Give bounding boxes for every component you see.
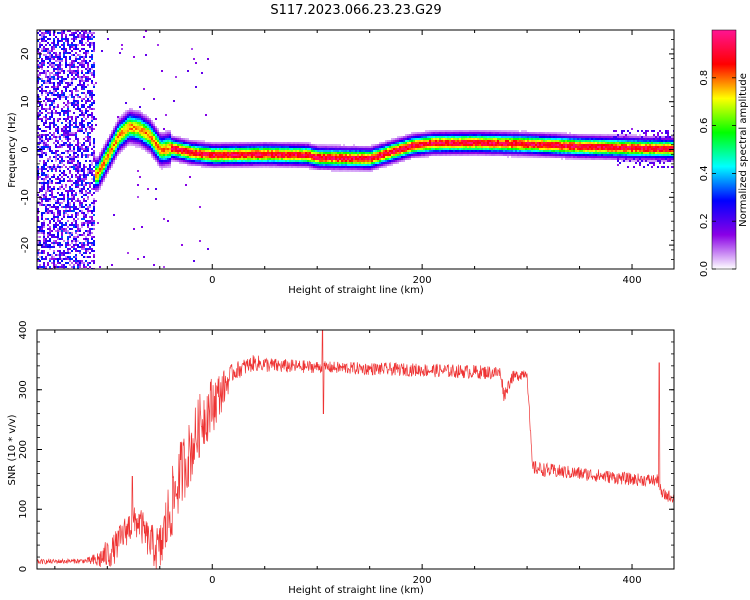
y-tick-label: -10 — [20, 189, 31, 205]
spectrogram-ticks: 0 200 400 -20 -10 0 10 20 — [20, 29, 674, 286]
y-tick-label: 10 — [20, 95, 31, 108]
colorbar: 0.0 0.2 0.4 0.6 0.8 Normalized spectral ampl… — [699, 29, 749, 277]
x-tick-label: 0 — [209, 275, 215, 286]
spectrogram-image — [37, 30, 674, 269]
x-tick-label: 200 — [413, 275, 432, 286]
x-tick-label: 400 — [622, 575, 641, 586]
figure-title: S117.2023.066.23.23.G29 — [270, 3, 441, 18]
y-tick-label: 400 — [18, 320, 29, 339]
colorbar-ticks: 0.0 0.2 0.4 0.6 0.8 — [699, 70, 736, 277]
colorbar-tick-label: 0.8 — [699, 70, 710, 86]
colorbar-gradient — [712, 30, 736, 269]
y-tick-label: 20 — [20, 48, 31, 61]
colorbar-tick-label: 0.0 — [699, 261, 710, 277]
snr-series-line — [37, 330, 674, 569]
snr-ticks: 0 200 400 0 100 200 300 400 — [18, 320, 674, 586]
y-tick-label: 0 — [18, 566, 29, 572]
y-tick-label: 200 — [18, 440, 29, 459]
colorbar-tick-label: 0.2 — [699, 213, 710, 229]
colorbar-tick-label: 0.4 — [699, 165, 710, 181]
snr-panel: 0 200 400 0 100 200 300 400 Height of straight … — [7, 320, 675, 596]
y-tick-label: 100 — [18, 500, 29, 519]
spectrogram-ylabel: Frequency (Hz) — [7, 112, 18, 188]
y-tick-label: 0 — [20, 146, 31, 152]
colorbar-label: Normalized spectral amplitude — [738, 73, 749, 227]
x-tick-label: 400 — [622, 275, 641, 286]
snr-xlabel: Height of straight line (km) — [288, 585, 424, 596]
colorbar-frame — [711, 29, 737, 270]
snr-frame — [36, 329, 675, 570]
x-tick-label: 200 — [413, 575, 432, 586]
y-tick-label: -20 — [20, 237, 31, 253]
colorbar-tick-label: 0.6 — [699, 118, 710, 134]
y-tick-label: 300 — [18, 380, 29, 399]
spectrogram-panel: 0 200 400 -20 -10 0 10 20 Height of straight li… — [7, 29, 675, 296]
spectrogram-xlabel: Height of straight line (km) — [288, 285, 424, 296]
snr-ylabel: SNR (10 * v/v) — [7, 414, 18, 485]
x-tick-label: 0 — [209, 575, 215, 586]
